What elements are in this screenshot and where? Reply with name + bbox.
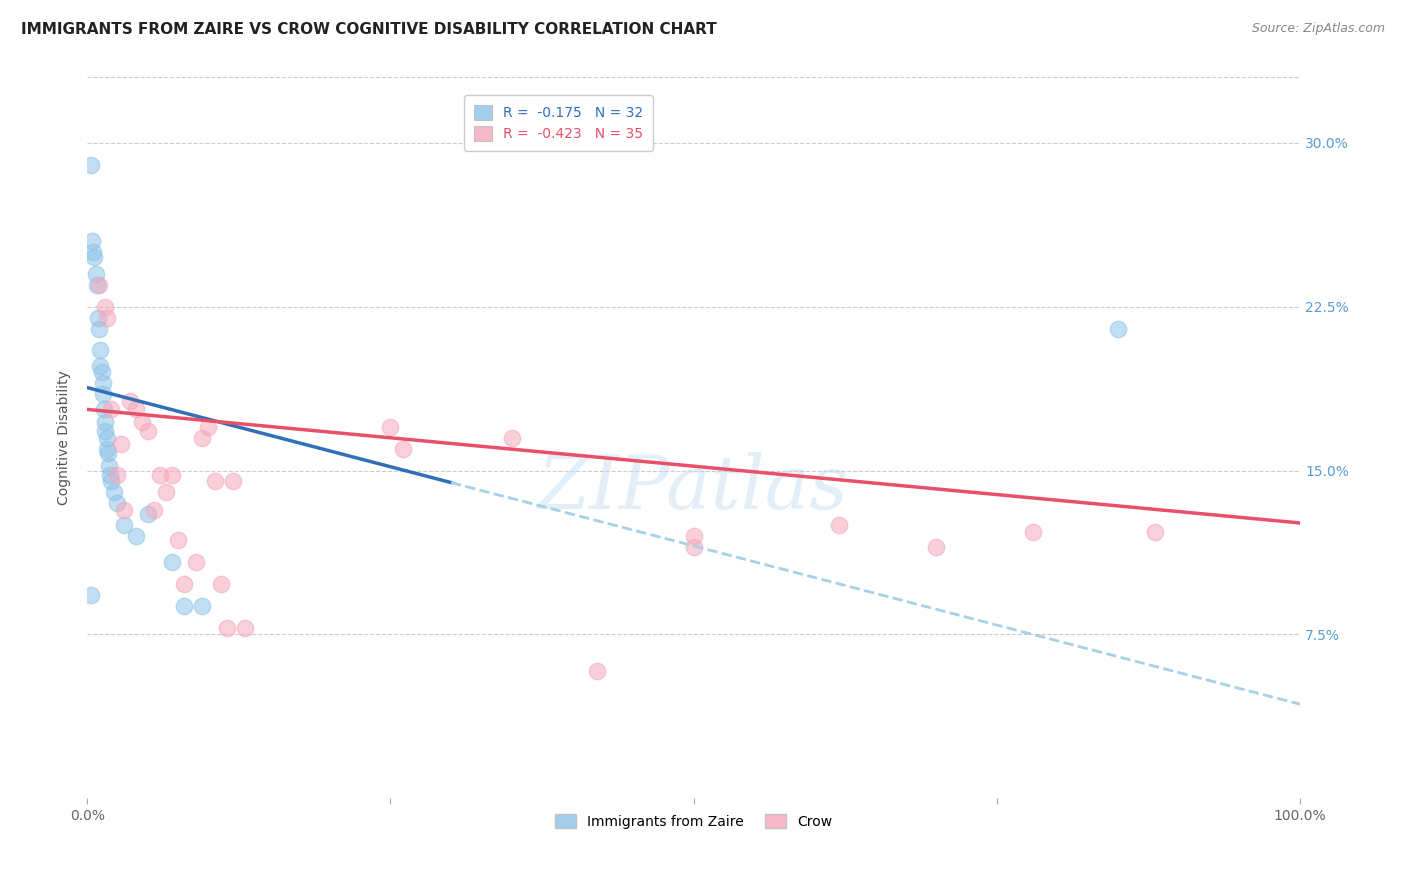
Point <box>209 577 232 591</box>
Point <box>204 475 226 489</box>
Point <box>1107 321 1129 335</box>
Point <box>94 300 117 314</box>
Point <box>380 420 402 434</box>
Point <box>94 424 117 438</box>
Point <box>80 158 103 172</box>
Point <box>155 485 177 500</box>
Point <box>191 431 214 445</box>
Point <box>222 475 245 489</box>
Point <box>98 467 121 482</box>
Text: Source: ZipAtlas.com: Source: ZipAtlas.com <box>1251 22 1385 36</box>
Point <box>80 234 103 248</box>
Point <box>167 533 190 548</box>
Point <box>97 446 120 460</box>
Point <box>136 424 159 438</box>
Point <box>98 459 121 474</box>
Point <box>191 599 214 613</box>
Point <box>682 529 704 543</box>
Point <box>233 621 256 635</box>
Point <box>142 503 165 517</box>
Point <box>100 402 122 417</box>
Point <box>91 376 114 391</box>
Point <box>110 437 132 451</box>
Text: IMMIGRANTS FROM ZAIRE VS CROW COGNITIVE DISABILITY CORRELATION CHART: IMMIGRANTS FROM ZAIRE VS CROW COGNITIVE … <box>21 22 717 37</box>
Point <box>160 555 183 569</box>
Point <box>149 467 172 482</box>
Point <box>112 503 135 517</box>
Point <box>828 518 851 533</box>
Point <box>107 496 129 510</box>
Point <box>173 577 195 591</box>
Point <box>682 540 704 554</box>
Point <box>501 431 523 445</box>
Point <box>124 529 146 543</box>
Point <box>82 245 104 260</box>
Point <box>87 310 110 325</box>
Point <box>585 665 607 679</box>
Text: ZIPatlas: ZIPatlas <box>538 452 849 524</box>
Point <box>103 485 125 500</box>
Point <box>136 507 159 521</box>
Point <box>215 621 238 635</box>
Point <box>84 267 107 281</box>
Point <box>173 599 195 613</box>
Point <box>1022 524 1045 539</box>
Point <box>80 588 103 602</box>
Point <box>186 555 208 569</box>
Point <box>124 402 146 417</box>
Point <box>1143 524 1166 539</box>
Point <box>131 416 153 430</box>
Point <box>90 365 112 379</box>
Point <box>118 393 141 408</box>
Point <box>160 467 183 482</box>
Point <box>89 277 111 292</box>
Y-axis label: Cognitive Disability: Cognitive Disability <box>58 370 72 505</box>
Point <box>925 540 948 554</box>
Point <box>391 442 413 456</box>
Point <box>91 387 114 401</box>
Point <box>107 467 129 482</box>
Point <box>197 420 219 434</box>
Point <box>112 518 135 533</box>
Point <box>100 475 122 489</box>
Point <box>83 250 105 264</box>
Point <box>89 343 111 358</box>
Point <box>89 321 111 335</box>
Point <box>93 402 115 417</box>
Point <box>96 310 118 325</box>
Point <box>96 431 118 445</box>
Point <box>94 416 117 430</box>
Point <box>89 359 111 373</box>
Legend: Immigrants from Zaire, Crow: Immigrants from Zaire, Crow <box>550 808 838 834</box>
Point <box>96 442 118 456</box>
Point <box>86 277 108 292</box>
